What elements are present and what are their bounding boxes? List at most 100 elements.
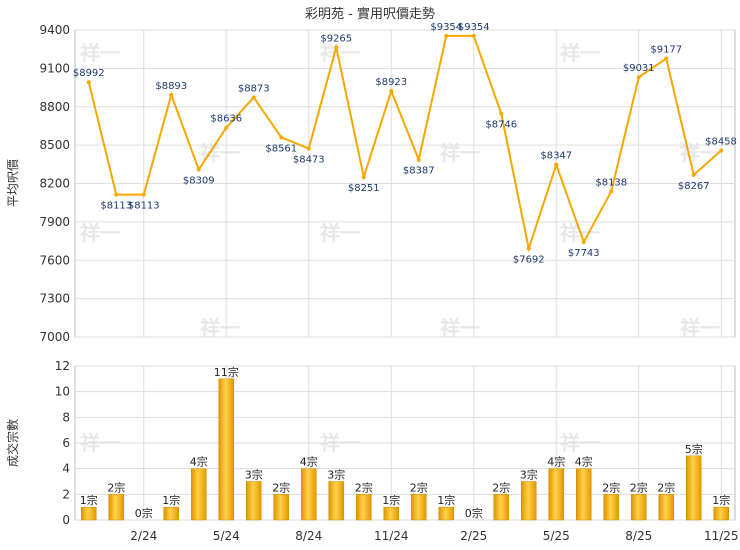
x-tick-label: 5/25 [543,529,570,543]
count-bar [273,494,289,521]
price-label: $9265 [320,33,352,44]
count-label: 1宗 [80,493,98,507]
watermark-text: 祥一 [680,316,720,340]
count-label: 0宗 [465,506,483,520]
count-bar [603,494,619,521]
count-label: 4宗 [190,455,208,469]
price-point [196,167,201,172]
count-label: 0宗 [135,506,153,520]
price-point [471,33,476,38]
price-label: $8873 [238,83,270,94]
count-bar [383,506,399,521]
price-label: $8636 [210,114,242,125]
x-tick-label: 2/24 [130,529,157,543]
y-tick-label: 0 [62,513,70,527]
count-bar [163,506,179,521]
count-label: 1宗 [437,493,455,507]
price-label: $8473 [293,155,325,166]
y-tick-label: 7000 [39,330,70,344]
count-bar [356,494,372,521]
price-point [554,162,559,167]
price-point [279,135,284,140]
count-label: 4宗 [300,455,318,469]
count-label: 1宗 [382,493,400,507]
price-line [87,34,722,253]
price-point [609,189,614,194]
y-tick-label: 8 [62,410,70,424]
price-point [334,45,339,50]
count-bar [218,378,234,521]
count-label: 2宗 [410,480,428,494]
price-point [251,95,256,100]
watermark-text: 祥一 [560,41,600,65]
price-point [114,192,119,197]
count-bar [108,494,124,521]
y-tick-label: 9100 [39,61,70,75]
price-label: $9354 [458,22,490,33]
count-label: 2宗 [492,480,510,494]
y-tick-label: 12 [55,359,70,373]
price-label: $8138 [595,177,627,188]
watermark-text: 祥一 [80,221,120,245]
count-bar [191,468,207,521]
price-label: $8923 [375,77,407,88]
count-label: 2宗 [272,480,290,494]
y-tick-label: 7900 [39,215,70,229]
price-label: $8746 [485,120,517,131]
price-point [306,146,311,151]
y-tick-label: 9400 [39,23,70,37]
y-tick-label: 4 [62,462,70,476]
count-bar [81,506,97,521]
y-tick-label: 8800 [39,100,70,114]
x-tick-label: 2/25 [460,529,487,543]
count-label: 2宗 [355,480,373,494]
y-tick-label: 8500 [39,138,70,152]
count-bar [411,494,427,521]
y-tick-label: 6 [62,436,70,450]
price-label: $7743 [568,248,600,259]
price-point [499,111,504,116]
price-point [664,56,669,61]
price-label: $8893 [155,81,187,92]
count-label: 2宗 [602,480,620,494]
watermark-text: 祥一 [80,41,120,65]
price-point [169,92,174,97]
price-point [416,157,421,162]
y-tick-label: 8200 [39,177,70,191]
count-bar [521,481,537,521]
watermark-text: 祥一 [200,316,240,340]
price-point [526,246,531,251]
count-label: 3宗 [327,468,345,482]
price-point [444,33,449,38]
price-point [86,80,91,85]
price-label: $8458 [705,136,737,147]
y-tick-label: 2 [62,487,70,501]
price-label: $8561 [265,143,297,154]
count-bar [438,506,454,521]
count-label: 1宗 [162,493,180,507]
price-label: $8251 [348,183,380,194]
price-label: $9354 [430,22,462,33]
count-bar [631,494,647,521]
price-label: $8387 [403,166,435,177]
count-bar [328,481,344,521]
count-bar [548,468,564,521]
price-label: $8113 [100,201,132,212]
y-tick-label: 7300 [39,292,70,306]
x-tick-label: 8/24 [295,529,322,543]
price-axis-title: 平均呎價 [6,159,20,207]
count-axis-title: 成交宗數 [5,419,20,467]
price-point [389,89,394,94]
x-tick-label: 5/24 [213,529,240,543]
price-label: $9031 [623,63,655,74]
count-label: 5宗 [685,442,703,456]
price-label: $9177 [650,45,682,56]
price-point [719,148,724,153]
price-point [691,172,696,177]
count-bar [686,455,702,521]
count-bar [576,468,592,521]
count-label: 3宗 [520,468,538,482]
x-tick-label: 8/25 [625,529,652,543]
watermark-text: 祥一 [200,141,240,165]
